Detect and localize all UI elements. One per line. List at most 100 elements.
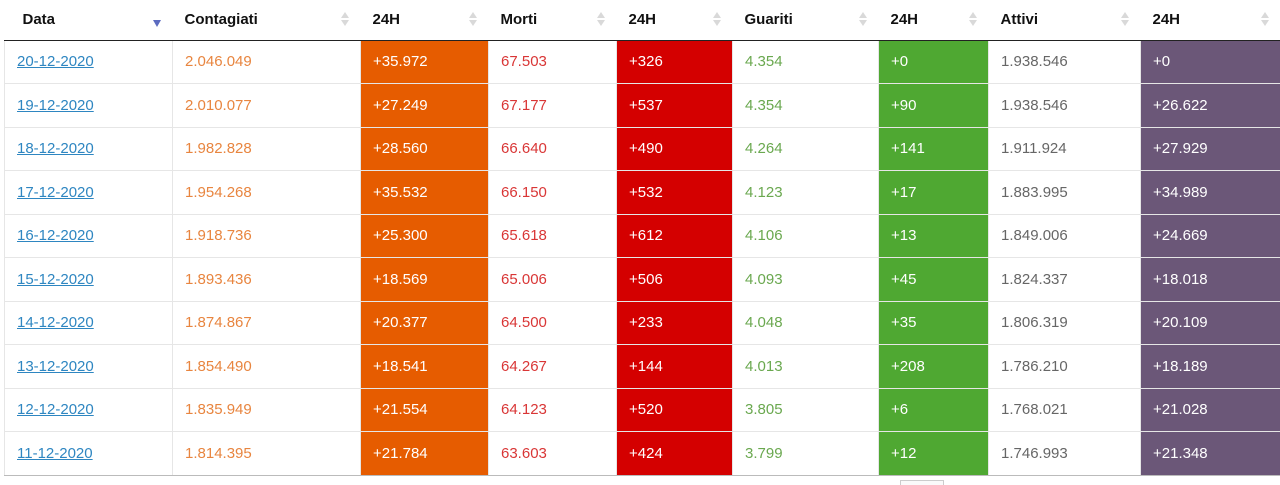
date-cell: 16-12-2020 <box>5 214 173 258</box>
column-header-contagiati[interactable]: Contagiati <box>173 0 361 40</box>
attivi-cell: 1.746.993 <box>989 432 1141 476</box>
contagiati-cell: 2.046.049 <box>173 40 361 84</box>
column-header-label: 24H <box>373 11 401 28</box>
covid-data-table: Data Contagiati 24H Morti 24H <box>4 0 1280 476</box>
sort-icon <box>969 12 977 28</box>
table-row: 11-12-2020 1.814.395 +21.784 63.603 +424… <box>5 432 1280 476</box>
attivi-24h-cell: +20.109 <box>1141 301 1280 345</box>
column-header-attivi[interactable]: Attivi <box>989 0 1141 40</box>
contagiati-24h-cell: +18.569 <box>361 258 489 302</box>
morti-24h-cell: +532 <box>617 171 733 215</box>
contagiati-24h-cell: +35.532 <box>361 171 489 215</box>
contagiati-cell: 1.854.490 <box>173 345 361 389</box>
column-header-contagiati-24h[interactable]: 24H <box>361 0 489 40</box>
column-header-label: Data <box>23 11 56 28</box>
morti-cell: 63.603 <box>489 432 617 476</box>
guariti-24h-cell: +45 <box>879 258 989 302</box>
attivi-24h-cell: +18.018 <box>1141 258 1280 302</box>
morti-24h-cell: +520 <box>617 388 733 432</box>
date-link[interactable]: 16-12-2020 <box>17 227 94 244</box>
attivi-24h-cell: +34.989 <box>1141 171 1280 215</box>
morti-cell: 67.177 <box>489 84 617 128</box>
contagiati-cell: 1.954.268 <box>173 171 361 215</box>
date-link[interactable]: 13-12-2020 <box>17 358 94 375</box>
morti-cell: 64.123 <box>489 388 617 432</box>
morti-24h-cell: +490 <box>617 127 733 171</box>
sort-desc-icon <box>153 20 161 27</box>
sort-icon <box>1261 12 1269 28</box>
attivi-24h-cell: +21.348 <box>1141 432 1280 476</box>
attivi-24h-cell: +0 <box>1141 40 1280 84</box>
column-header-label: Guariti <box>745 11 793 28</box>
guariti-cell: 4.093 <box>733 258 879 302</box>
contagiati-24h-cell: +18.541 <box>361 345 489 389</box>
table-row: 13-12-2020 1.854.490 +18.541 64.267 +144… <box>5 345 1280 389</box>
date-cell: 20-12-2020 <box>5 40 173 84</box>
column-header-morti-24h[interactable]: 24H <box>617 0 733 40</box>
guariti-24h-cell: +13 <box>879 214 989 258</box>
date-cell: 12-12-2020 <box>5 388 173 432</box>
column-header-date[interactable]: Data <box>5 0 173 40</box>
sort-icon <box>469 12 477 28</box>
table-row: 19-12-2020 2.010.077 +27.249 67.177 +537… <box>5 84 1280 128</box>
date-cell: 13-12-2020 <box>5 345 173 389</box>
contagiati-cell: 1.814.395 <box>173 432 361 476</box>
date-link[interactable]: 19-12-2020 <box>17 97 94 114</box>
morti-24h-cell: +424 <box>617 432 733 476</box>
date-cell: 14-12-2020 <box>5 301 173 345</box>
date-link[interactable]: 18-12-2020 <box>17 140 94 157</box>
table-row: 16-12-2020 1.918.736 +25.300 65.618 +612… <box>5 214 1280 258</box>
attivi-cell: 1.768.021 <box>989 388 1141 432</box>
pagination-button-partial[interactable] <box>900 480 944 485</box>
attivi-cell: 1.938.546 <box>989 40 1141 84</box>
guariti-cell: 4.013 <box>733 345 879 389</box>
contagiati-24h-cell: +25.300 <box>361 214 489 258</box>
contagiati-24h-cell: +21.784 <box>361 432 489 476</box>
sort-icon <box>859 12 867 28</box>
guariti-cell: 4.123 <box>733 171 879 215</box>
table-row: 14-12-2020 1.874.867 +20.377 64.500 +233… <box>5 301 1280 345</box>
guariti-24h-cell: +141 <box>879 127 989 171</box>
date-cell: 17-12-2020 <box>5 171 173 215</box>
attivi-cell: 1.938.546 <box>989 84 1141 128</box>
attivi-cell: 1.786.210 <box>989 345 1141 389</box>
attivi-24h-cell: +27.929 <box>1141 127 1280 171</box>
date-link[interactable]: 20-12-2020 <box>17 53 94 70</box>
table-row: 15-12-2020 1.893.436 +18.569 65.006 +506… <box>5 258 1280 302</box>
guariti-cell: 4.354 <box>733 40 879 84</box>
morti-cell: 66.150 <box>489 171 617 215</box>
date-link[interactable]: 12-12-2020 <box>17 401 94 418</box>
column-header-label: 24H <box>891 11 919 28</box>
sort-icon <box>1121 12 1129 28</box>
guariti-24h-cell: +12 <box>879 432 989 476</box>
header-row: Data Contagiati 24H Morti 24H <box>5 0 1280 40</box>
date-cell: 11-12-2020 <box>5 432 173 476</box>
table-row: 17-12-2020 1.954.268 +35.532 66.150 +532… <box>5 171 1280 215</box>
guariti-cell: 4.106 <box>733 214 879 258</box>
date-link[interactable]: 14-12-2020 <box>17 314 94 331</box>
table-header: Data Contagiati 24H Morti 24H <box>5 0 1280 40</box>
table-row: 20-12-2020 2.046.049 +35.972 67.503 +326… <box>5 40 1280 84</box>
column-header-label: Contagiati <box>185 11 258 28</box>
contagiati-cell: 2.010.077 <box>173 84 361 128</box>
morti-24h-cell: +537 <box>617 84 733 128</box>
column-header-guariti-24h[interactable]: 24H <box>879 0 989 40</box>
date-link[interactable]: 17-12-2020 <box>17 184 94 201</box>
guariti-24h-cell: +0 <box>879 40 989 84</box>
column-header-attivi-24h[interactable]: 24H <box>1141 0 1280 40</box>
morti-24h-cell: +326 <box>617 40 733 84</box>
date-link[interactable]: 11-12-2020 <box>17 445 93 462</box>
date-link[interactable]: 15-12-2020 <box>17 271 94 288</box>
contagiati-24h-cell: +28.560 <box>361 127 489 171</box>
column-header-guariti[interactable]: Guariti <box>733 0 879 40</box>
column-header-morti[interactable]: Morti <box>489 0 617 40</box>
attivi-cell: 1.824.337 <box>989 258 1141 302</box>
contagiati-24h-cell: +35.972 <box>361 40 489 84</box>
contagiati-cell: 1.835.949 <box>173 388 361 432</box>
sort-icon <box>597 12 605 28</box>
contagiati-cell: 1.982.828 <box>173 127 361 171</box>
guariti-24h-cell: +6 <box>879 388 989 432</box>
morti-24h-cell: +233 <box>617 301 733 345</box>
morti-cell: 64.267 <box>489 345 617 389</box>
column-header-label: Attivi <box>1001 11 1039 28</box>
